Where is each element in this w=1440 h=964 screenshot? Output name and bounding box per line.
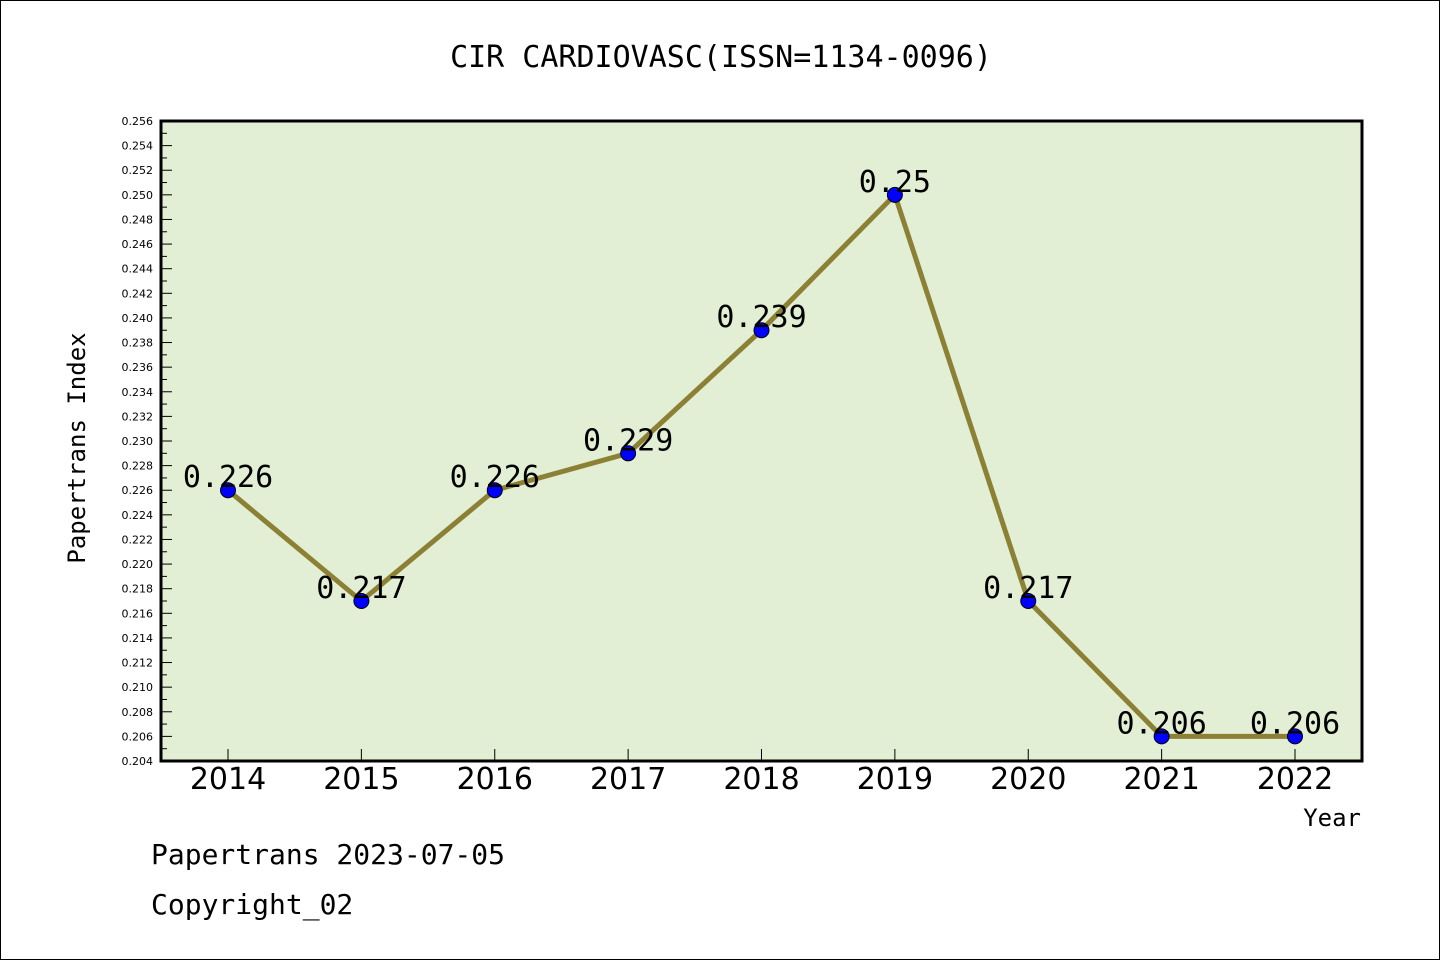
footer-date: Papertrans 2023-07-05	[151, 838, 505, 871]
x-tick-label: 2019	[857, 762, 933, 797]
y-tick-label: 0.244	[122, 263, 154, 276]
x-axis: 2014 2015 2016 2017 2018 2019 2020 2021 2022	[190, 749, 1333, 797]
data-label: 0.229	[583, 423, 673, 458]
x-tick-label: 2022	[1257, 762, 1333, 797]
x-tick-label: 2016	[457, 762, 533, 797]
x-tick-label: 2021	[1123, 762, 1199, 797]
y-tick-label: 0.204	[122, 755, 154, 768]
y-tick-label: 0.220	[122, 558, 154, 571]
y-tick-label: 0.214	[122, 632, 154, 645]
y-axis: 0.204 0.206 0.208 0.210 0.212 0.214 0.216 0.218…	[122, 115, 172, 768]
data-point	[1020, 593, 1037, 609]
y-tick-label: 0.246	[122, 238, 154, 251]
y-tick-label: 0.224	[122, 509, 154, 522]
x-axis-title: Year	[1303, 804, 1361, 832]
y-tick-label: 0.252	[122, 164, 154, 177]
x-tick-label: 2014	[190, 762, 266, 797]
x-tick-label: 2020	[990, 762, 1066, 797]
y-tick-label: 0.222	[122, 533, 154, 546]
data-point	[353, 593, 370, 609]
y-tick-label: 0.212	[122, 657, 154, 670]
data-point	[220, 482, 236, 499]
data-label: 0.217	[983, 571, 1073, 606]
series-markers	[220, 186, 1303, 745]
y-tick-label: 0.256	[122, 115, 154, 128]
footer-copyright: Copyright_02	[151, 888, 353, 922]
y-tick-label: 0.226	[122, 484, 154, 497]
data-point	[753, 322, 770, 339]
y-tick-label: 0.236	[122, 361, 154, 374]
y-tick-label: 0.218	[122, 583, 154, 596]
data-label: 0.226	[183, 460, 273, 495]
x-tick-label: 2018	[723, 762, 799, 797]
y-tick-label: 0.234	[122, 386, 154, 399]
x-tick-label: 2017	[590, 762, 666, 797]
data-label: 0.226	[450, 460, 540, 495]
y-tick-label: 0.208	[122, 706, 154, 719]
data-label: 0.239	[716, 300, 806, 335]
y-tick-label: 0.242	[122, 287, 154, 300]
data-point	[486, 482, 503, 499]
data-label: 0.217	[316, 571, 406, 606]
data-point	[886, 186, 903, 203]
y-tick-label: 0.238	[122, 337, 154, 350]
data-label: 0.25	[859, 165, 931, 200]
x-tick-label: 2015	[323, 762, 399, 797]
data-label: 0.206	[1250, 706, 1340, 741]
data-point	[1153, 728, 1170, 745]
y-tick-label: 0.206	[122, 730, 154, 743]
y-tick-label: 0.232	[122, 410, 154, 423]
y-tick-label: 0.230	[122, 435, 154, 448]
data-point	[1287, 728, 1303, 745]
y-axis-title: Papertrans Index	[63, 332, 91, 563]
plot-area	[159, 119, 1364, 763]
data-label: 0.206	[1116, 706, 1206, 741]
y-tick-label: 0.250	[122, 189, 154, 202]
y-tick-label: 0.216	[122, 607, 154, 620]
y-tick-label: 0.254	[122, 140, 154, 153]
y-tick-label: 0.210	[122, 681, 154, 694]
data-point	[620, 445, 637, 462]
y-tick-label: 0.228	[122, 460, 154, 473]
y-tick-label: 0.240	[122, 312, 154, 325]
chart-title: CIR CARDIOVASC(ISSN=1134-0096)	[450, 40, 992, 75]
y-tick-label: 0.248	[122, 213, 154, 226]
data-labels: 0.226 0.217 0.226 0.229 0.239 0.25 0.217 0.206 0…	[183, 165, 1340, 742]
